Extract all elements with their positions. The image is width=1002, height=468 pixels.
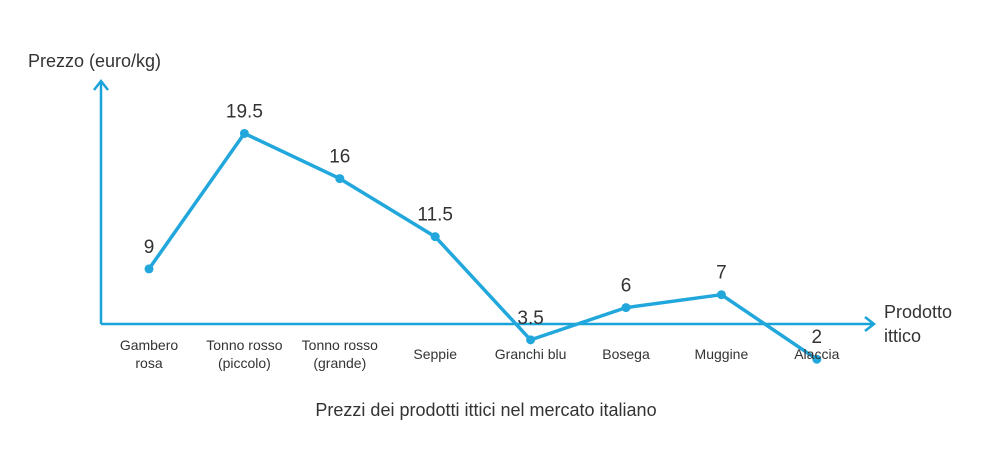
data-point <box>335 174 345 184</box>
data-label: 7 <box>716 263 727 284</box>
y-axis-title: Prezzo (euro/kg) <box>28 51 161 71</box>
x-tick-label-line: Bosega <box>602 346 650 362</box>
x-tick-label: Granchi blu <box>495 346 567 362</box>
data-point <box>621 303 631 313</box>
axes <box>93 78 877 332</box>
x-tick-label-line: Seppie <box>413 346 457 362</box>
x-tick-label: Muggine <box>695 346 749 362</box>
x-tick-label-line: (piccolo) <box>218 355 271 371</box>
data-point <box>812 354 822 364</box>
x-tick-label-line: Tonno rosso <box>206 337 282 353</box>
x-axis-title: Prodotto ittico <box>884 302 957 346</box>
x-tick-label: Gambero rosa <box>120 337 179 371</box>
x-axis-title-line-1: Prodotto <box>884 302 952 322</box>
data-label: 2 <box>812 327 823 348</box>
data-point <box>239 128 249 138</box>
data-label: 16 <box>329 147 350 168</box>
data-point <box>430 232 440 242</box>
x-tick-label-line: rosa <box>135 355 162 371</box>
data-point <box>526 335 536 345</box>
chart-caption: Prezzi dei prodotti ittici nel mercato i… <box>315 400 656 420</box>
x-tick-label: Tonno rosso (grande) <box>302 337 378 371</box>
x-axis-arrow-icon <box>864 316 877 332</box>
series-line <box>147 131 819 361</box>
x-tick-label-line: Tonno rosso <box>302 337 378 353</box>
data-label: 6 <box>621 276 632 297</box>
x-tick-label-line: Gambero <box>120 337 179 353</box>
x-tick-label-line: Alaccia <box>794 346 839 362</box>
data-label: 3.5 <box>517 308 543 329</box>
y-axis-arrow-icon <box>93 78 109 91</box>
data-point <box>716 290 726 300</box>
x-tick-label: Bosega <box>602 346 650 362</box>
x-tick-label-line: Muggine <box>695 346 749 362</box>
x-tick-label: Seppie <box>413 346 457 362</box>
x-tick-label-line: Granchi blu <box>495 346 567 362</box>
x-tick-label: Tonno rosso (piccolo) <box>206 337 282 371</box>
data-labels: 9 19.5 16 11.5 3.5 6 7 2 <box>144 101 822 348</box>
data-points <box>144 128 822 364</box>
x-axis-title-line-2: ittico <box>884 326 921 346</box>
data-label: 11.5 <box>417 205 453 226</box>
data-label: 9 <box>144 237 155 258</box>
x-tick-label: Alaccia <box>794 346 839 362</box>
data-label: 19.5 <box>226 101 263 122</box>
x-tick-label-line: (grande) <box>313 355 366 371</box>
data-point <box>144 264 154 274</box>
